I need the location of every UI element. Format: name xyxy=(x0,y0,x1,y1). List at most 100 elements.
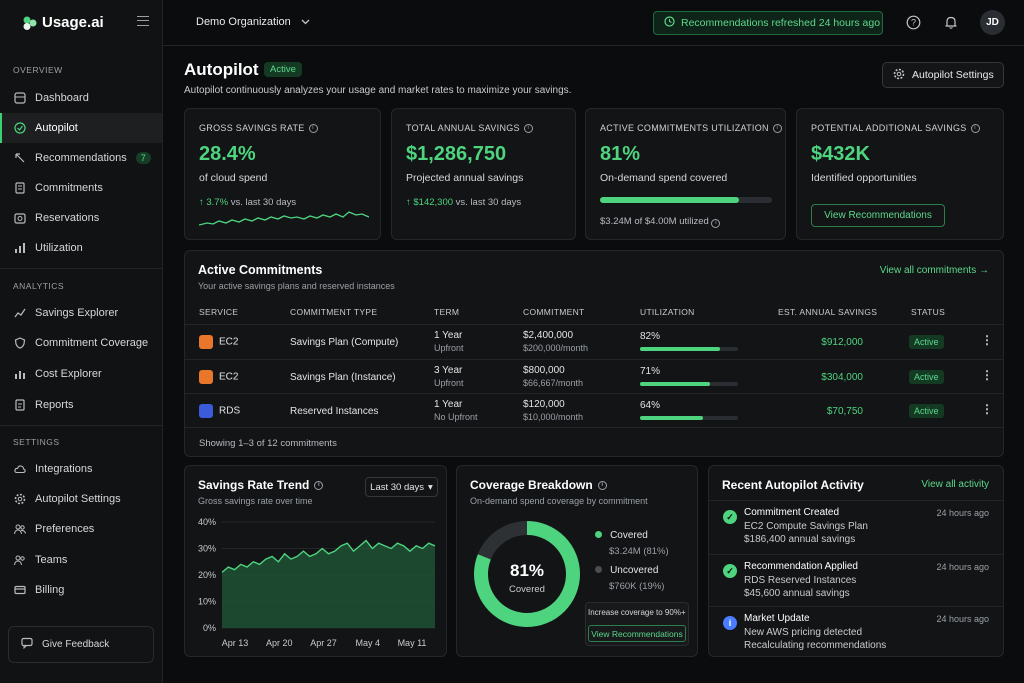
sidebar-item-label: Commitment Coverage xyxy=(35,337,149,349)
sidebar-item-label: Reports xyxy=(35,399,74,411)
commitment-cell: $120,000 $10,000/month xyxy=(523,399,583,422)
range-select-value: Last 30 days xyxy=(370,481,425,493)
view-all-commitments-link[interactable]: View all commitments → xyxy=(879,265,989,276)
sidebar-item-label: Autopilot Settings xyxy=(35,493,121,505)
sidebar-item-commitment-coverage[interactable]: Commitment Coverage xyxy=(0,328,162,358)
y-tick-label: 0% xyxy=(203,623,216,633)
table-row[interactable]: EC2 Savings Plan (Compute) 1 Year Upfront $2… xyxy=(185,324,1003,358)
legend-dot xyxy=(595,566,602,573)
table-footer: Showing 1–3 of 12 commitments xyxy=(199,438,337,449)
utilization-bar xyxy=(600,197,772,203)
activity-time: 24 hours ago xyxy=(936,562,989,572)
col-header[interactable]: UTILIZATION xyxy=(640,307,695,317)
svg-text:?: ? xyxy=(910,17,915,27)
activity-line2: $45,600 annual savings xyxy=(744,588,850,599)
help-icon[interactable]: ? xyxy=(905,14,921,30)
info-icon[interactable]: i xyxy=(597,480,607,490)
view-all-activity-link[interactable]: View all activity xyxy=(921,479,989,490)
info-icon[interactable]: i xyxy=(772,123,782,133)
utilization-foot-text: $3.24M of $4.00M utilized xyxy=(600,216,709,227)
sidebar-item-recommendations[interactable]: Recommendations 7 xyxy=(0,143,162,173)
utilization-cell: 82% xyxy=(640,331,738,351)
utilization-value: 71% xyxy=(640,366,661,377)
logo-text: Usage.ai xyxy=(42,14,104,31)
report-icon xyxy=(14,399,26,411)
sidebar-item-commitments[interactable]: Commitments xyxy=(0,173,162,203)
trend-chart: 40% 30% 20% 10% 0% Apr 13 Apr 20 Apr 27 May 4 May… xyxy=(198,517,436,648)
topbar: Demo Organization Recommendations refres… xyxy=(163,0,1024,46)
col-header[interactable]: COMMITMENT xyxy=(523,307,585,317)
col-header[interactable]: SERVICE xyxy=(199,307,239,317)
x-tick-label: May 4 xyxy=(355,638,380,648)
info-icon[interactable]: i xyxy=(523,123,533,133)
kpi-label: TOTAL ANNUAL SAVINGS i xyxy=(406,123,533,133)
activity-text: Commitment Created EC2 Compute Savings Pl… xyxy=(744,506,868,547)
more-options-icon[interactable]: ⋮ xyxy=(981,402,993,416)
info-icon[interactable]: i xyxy=(970,123,980,133)
info-icon[interactable]: i xyxy=(308,123,318,133)
sidebar-item-reports[interactable]: Reports xyxy=(0,390,162,420)
commitment-value: $120,000 xyxy=(523,399,565,410)
bar-chart-icon xyxy=(14,368,26,380)
more-options-icon[interactable]: ⋮ xyxy=(981,333,993,347)
chevron-down-icon xyxy=(301,16,310,28)
col-header[interactable]: COMMITMENT TYPE xyxy=(290,307,378,317)
activity-text: Market Update New AWS pricing detected Rec… xyxy=(744,612,886,653)
org-selector[interactable]: Demo Organization xyxy=(196,16,310,28)
feedback-label: Give Feedback xyxy=(42,639,110,650)
col-header[interactable]: EST. ANNUAL SAVINGS xyxy=(778,307,878,317)
col-header[interactable]: STATUS xyxy=(911,307,946,317)
bell-icon[interactable] xyxy=(943,14,959,30)
kpi-sub: of cloud spend xyxy=(199,172,268,184)
info-icon[interactable]: i xyxy=(711,219,721,228)
sidebar-item-label: Dashboard xyxy=(35,92,89,104)
logo[interactable]: Usage.ai xyxy=(22,14,104,31)
activity-title: Commitment Created xyxy=(744,507,840,518)
section-overview: OVERVIEW xyxy=(13,65,63,75)
ec2-icon xyxy=(199,335,213,349)
activity-item[interactable]: ✓ Recommendation Applied RDS Reserved Inst… xyxy=(709,554,1003,606)
table-row[interactable]: RDS Reserved Instances 1 Year No Upfront $12… xyxy=(185,393,1003,427)
section-analytics: ANALYTICS xyxy=(13,281,65,291)
delta-suffix: vs. last 30 days xyxy=(230,197,297,208)
sidebar-item-autopilot-settings[interactable]: Autopilot Settings xyxy=(0,484,162,514)
range-select[interactable]: Last 30 days ▾ xyxy=(365,477,438,497)
term-cell: 1 Year No Upfront xyxy=(434,399,478,422)
sidebar-item-label: Preferences xyxy=(35,523,95,535)
sidebar-item-label: Cost Explorer xyxy=(35,368,102,380)
menu-toggle-icon[interactable] xyxy=(137,16,149,26)
sidebar-item-label: Commitments xyxy=(35,182,103,194)
view-recommendations-button[interactable]: View Recommendations xyxy=(811,204,945,227)
sidebar-item-reservations[interactable]: Reservations xyxy=(0,203,162,233)
table-row[interactable]: EC2 Savings Plan (Instance) 3 Year Upfront $… xyxy=(185,359,1003,393)
col-header[interactable]: TERM xyxy=(434,307,460,317)
sidebar-item-autopilot[interactable]: Autopilot xyxy=(0,113,162,143)
avatar[interactable]: JD xyxy=(980,10,1005,35)
sidebar-item-dashboard[interactable]: Dashboard xyxy=(0,83,162,113)
kpi-label-text: GROSS SAVINGS RATE xyxy=(199,123,305,133)
panel-title-text: Coverage Breakdown xyxy=(470,478,593,492)
delta-value: ↑ 3.7% xyxy=(199,197,229,208)
kpi-label: GROSS SAVINGS RATE i xyxy=(199,123,318,133)
kpi-value: $432K xyxy=(811,143,870,165)
autopilot-settings-button[interactable]: Autopilot Settings xyxy=(882,62,1004,88)
active-commitments-panel: Active Commitments Your active savings p… xyxy=(184,250,1004,457)
sidebar-item-integrations[interactable]: Integrations xyxy=(0,454,162,484)
activity-item[interactable]: i Market Update New AWS pricing detected Re… xyxy=(709,606,1003,658)
info-icon[interactable]: i xyxy=(314,480,324,490)
activity-item[interactable]: ✓ Commitment Created EC2 Compute Savings P… xyxy=(709,500,1003,552)
callout-view-recommendations-button[interactable]: View Recommendations xyxy=(588,625,686,642)
sidebar-item-cost-explorer[interactable]: Cost Explorer xyxy=(0,359,162,389)
sidebar-item-savings-explorer[interactable]: Savings Explorer xyxy=(0,298,162,328)
activity-title: Market Update xyxy=(744,613,810,624)
utilization-bar-fill xyxy=(640,347,721,351)
sidebar-item-billing[interactable]: Billing xyxy=(0,575,162,605)
sidebar-item-preferences[interactable]: Preferences xyxy=(0,514,162,544)
sidebar-item-utilization[interactable]: Utilization xyxy=(0,233,162,263)
sidebar-item-teams[interactable]: Teams xyxy=(0,545,162,575)
more-options-icon[interactable]: ⋮ xyxy=(981,368,993,382)
give-feedback-button[interactable]: Give Feedback xyxy=(8,626,154,663)
refresh-text: Recommendations refreshed 24 hours ago xyxy=(681,17,881,29)
panel-title-text: Savings Rate Trend xyxy=(198,478,310,492)
